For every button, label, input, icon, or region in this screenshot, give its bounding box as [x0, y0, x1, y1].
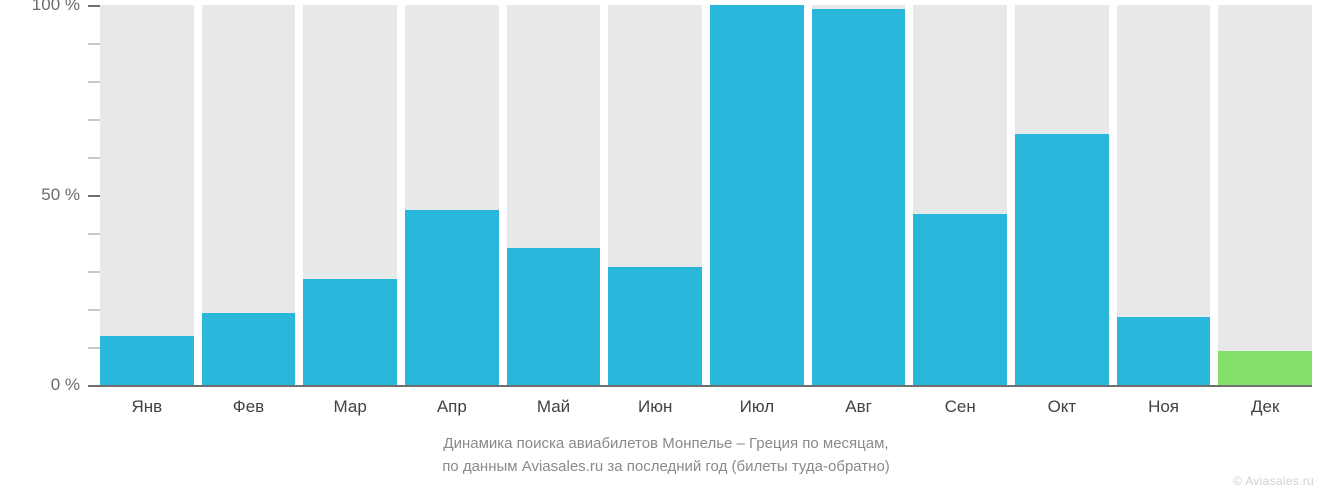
x-label-Фев: Фев — [202, 397, 296, 417]
x-label-Июл: Июл — [710, 397, 804, 417]
bar-value — [710, 5, 804, 385]
x-label-Ноя: Ноя — [1117, 397, 1211, 417]
bar-value — [608, 267, 702, 385]
bar-value — [202, 313, 296, 385]
bar-Ноя — [1117, 5, 1211, 385]
watermark: © Aviasales.ru — [1233, 474, 1314, 488]
bar-background — [100, 5, 194, 385]
y-tick-label: 0 % — [51, 375, 80, 395]
y-tick-label: 50 % — [41, 185, 80, 205]
y-minor-tick — [88, 309, 100, 311]
bar-Дек — [1218, 5, 1312, 385]
bar-Июл — [710, 5, 804, 385]
caption-line-1: Динамика поиска авиабилетов Монпелье – Г… — [443, 435, 888, 452]
bar-value — [1117, 317, 1211, 385]
x-label-Мар: Мар — [303, 397, 397, 417]
x-label-Июн: Июн — [608, 397, 702, 417]
x-label-Окт: Окт — [1015, 397, 1109, 417]
chart-caption: Динамика поиска авиабилетов Монпелье – Г… — [0, 433, 1332, 478]
bar-value — [1218, 351, 1312, 385]
bar-value — [303, 279, 397, 385]
y-minor-tick — [88, 81, 100, 83]
bars-container — [100, 5, 1312, 385]
x-axis-baseline — [100, 385, 1312, 387]
bar-Май — [507, 5, 601, 385]
bar-value — [405, 210, 499, 385]
bar-value — [507, 248, 601, 385]
bar-Авг — [812, 5, 906, 385]
x-label-Апр: Апр — [405, 397, 499, 417]
y-minor-tick — [88, 43, 100, 45]
bar-value — [1015, 134, 1109, 385]
bar-background — [1218, 5, 1312, 385]
y-tick-label: 100 % — [32, 0, 80, 15]
y-minor-tick — [88, 157, 100, 159]
y-minor-tick — [88, 271, 100, 273]
x-label-Сен: Сен — [913, 397, 1007, 417]
y-minor-tick — [88, 347, 100, 349]
bar-Окт — [1015, 5, 1109, 385]
x-label-Май: Май — [507, 397, 601, 417]
bar-Апр — [405, 5, 499, 385]
bar-Сен — [913, 5, 1007, 385]
y-major-tick — [88, 195, 100, 197]
x-label-Янв: Янв — [100, 397, 194, 417]
caption-line-2: по данным Aviasales.ru за последний год … — [442, 458, 890, 475]
y-major-tick — [88, 385, 100, 387]
bar-Янв — [100, 5, 194, 385]
y-minor-tick — [88, 233, 100, 235]
bar-value — [812, 9, 906, 385]
plot-area — [100, 5, 1312, 385]
x-label-Авг: Авг — [812, 397, 906, 417]
bar-Мар — [303, 5, 397, 385]
y-major-tick — [88, 5, 100, 7]
bar-value — [100, 336, 194, 385]
x-label-Дек: Дек — [1218, 397, 1312, 417]
bar-value — [913, 214, 1007, 385]
bar-Июн — [608, 5, 702, 385]
monthly-search-chart: 0 % 50 % 100 % Янв Фев Мар Апр Май Июн Июл Авг Сен… — [0, 0, 1332, 502]
y-minor-tick — [88, 119, 100, 121]
x-axis-labels: Янв Фев Мар Апр Май Июн Июл Авг Сен Окт Ноя Дек — [100, 397, 1312, 417]
bar-Фев — [202, 5, 296, 385]
